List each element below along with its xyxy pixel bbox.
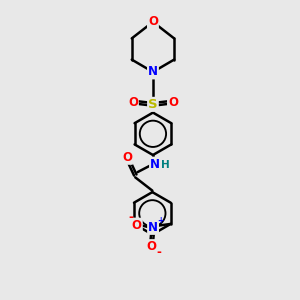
Text: S: S xyxy=(148,98,158,111)
Text: O: O xyxy=(148,15,158,28)
Text: O: O xyxy=(146,240,156,253)
Text: O: O xyxy=(132,219,142,232)
Text: H: H xyxy=(161,160,170,170)
Text: -: - xyxy=(157,246,161,259)
Text: N: N xyxy=(148,65,158,79)
Text: O: O xyxy=(168,95,178,109)
Text: -: - xyxy=(128,211,133,224)
Text: N: N xyxy=(148,221,158,234)
Text: +: + xyxy=(157,216,164,225)
Text: O: O xyxy=(128,95,138,109)
Text: O: O xyxy=(122,151,132,164)
Text: N: N xyxy=(150,158,160,171)
